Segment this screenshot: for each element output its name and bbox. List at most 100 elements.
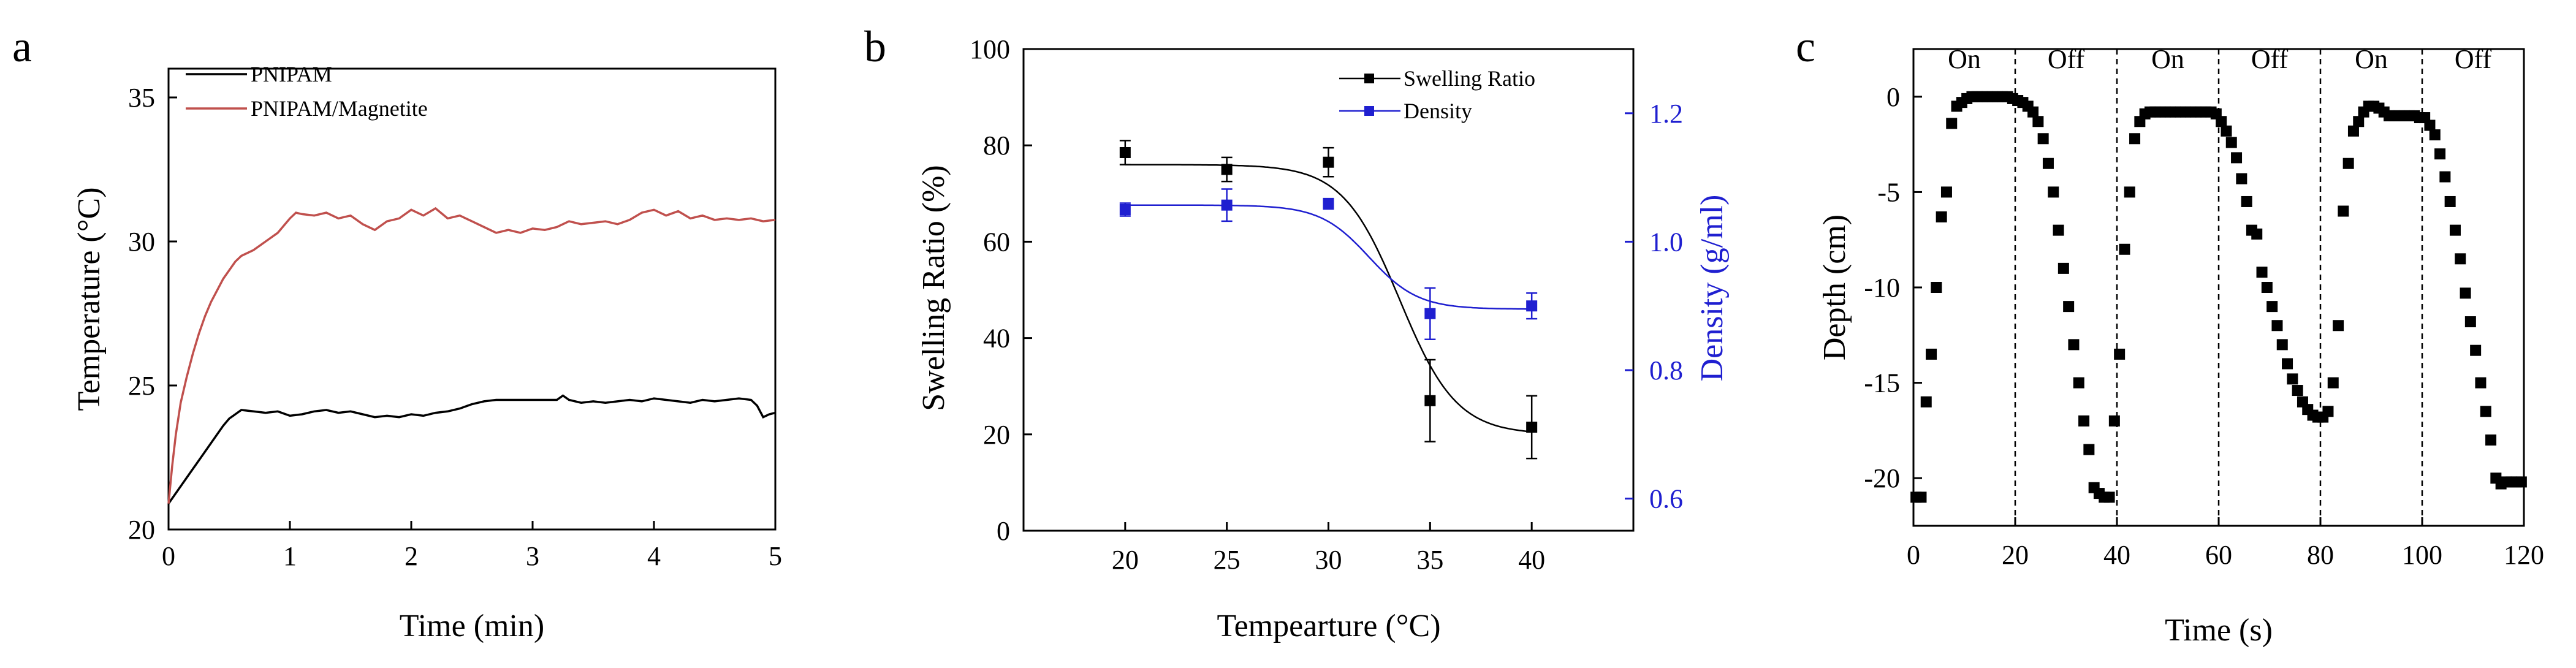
data-point-depth (2322, 406, 2334, 417)
data-point-depth (2236, 173, 2247, 184)
x-tick-label-c: 100 (2402, 540, 2442, 570)
y-tick-label-c: -10 (1864, 273, 1900, 303)
data-point-depth (2282, 358, 2293, 370)
data-point-depth (2424, 120, 2436, 131)
data-point-depth (1926, 348, 1937, 360)
fit-curve-swelling-ratio (1125, 164, 1532, 433)
data-point-swelling-ratio (1526, 422, 1538, 433)
data-point-depth (2464, 316, 2476, 328)
data-point-depth (2083, 444, 2095, 455)
data-point-depth (1936, 211, 1947, 222)
y2-tick-label-b: 0.6 (1649, 484, 1683, 514)
x-tick-label-c: 80 (2307, 540, 2334, 570)
data-point-depth (2042, 158, 2054, 169)
data-point-depth (2256, 267, 2268, 278)
data-point-density (1323, 198, 1334, 210)
phase-label-on: On (2151, 44, 2184, 74)
data-point-depth (2103, 492, 2115, 503)
data-point-depth (2057, 262, 2069, 274)
x-tick-label-a: 1 (283, 541, 297, 571)
data-point-depth (2353, 116, 2365, 127)
data-point-depth (2333, 320, 2344, 332)
data-point-depth (2114, 348, 2126, 360)
legend-label-a: PNIPAM/Magnetite (251, 96, 428, 121)
data-point-depth (2470, 344, 2482, 356)
data-point-density (1119, 204, 1131, 215)
y-tick-label-a: 20 (128, 515, 155, 545)
x-tick-label-b: 40 (1518, 545, 1545, 575)
panel-b: b 20 25 30 35 40 0 20 40 60 80 100 0.6 0.8 1.0 1.2 T… (864, 22, 1730, 643)
data-point-depth (2241, 195, 2252, 207)
data-point-depth (2292, 385, 2303, 397)
data-point-depth (2444, 195, 2456, 207)
data-point-swelling-ratio (1424, 395, 1436, 406)
phase-label-on: On (1948, 44, 1981, 74)
data-point-depth (2063, 301, 2075, 313)
data-point-depth (2439, 171, 2451, 183)
x-tick-label-c: 20 (2002, 540, 2029, 570)
data-point-depth (2347, 125, 2359, 137)
data-point-depth (2129, 133, 2141, 145)
data-point-depth (2124, 186, 2135, 198)
x-tick-label-a: 0 (162, 541, 175, 571)
x-axis-label-a: Time (min) (400, 609, 544, 643)
data-point-depth (2225, 137, 2237, 148)
data-point-depth (2287, 373, 2298, 385)
x-tick-label-c: 0 (1907, 540, 1920, 570)
data-point-depth (2251, 228, 2263, 240)
x-tick-label-a: 4 (647, 541, 661, 571)
x-tick-label-b: 25 (1214, 545, 1241, 575)
plot-frame-a (167, 67, 777, 531)
legend-label-b: Swelling Ratio (1404, 66, 1535, 91)
data-point-depth (2078, 415, 2090, 427)
series-line-pnipam-magnetite (167, 207, 776, 504)
data-point-depth (2032, 116, 2044, 127)
phase-label-off: Off (2251, 44, 2289, 74)
phase-label-off: Off (2048, 44, 2085, 74)
data-point-depth (2271, 320, 2283, 332)
x-axis-label-c: Time (s) (2165, 613, 2273, 648)
data-point-swelling-ratio (1221, 164, 1233, 175)
x-tick-label-b: 35 (1416, 545, 1443, 575)
data-point-depth (1915, 492, 1927, 503)
x-axis-label-b: Tempearture (°C) (1217, 609, 1440, 643)
y-axis-label-a: Temperature (°C) (72, 187, 107, 411)
data-point-depth (2221, 125, 2232, 137)
panel-label-a: a (12, 22, 32, 71)
x-tick-label-b: 30 (1315, 545, 1342, 575)
x-tick-label-c: 40 (2103, 540, 2130, 570)
x-tick-label-a: 5 (769, 541, 782, 571)
y-tick-label-b: 0 (997, 516, 1010, 546)
x-tick-label-c: 120 (2504, 540, 2544, 570)
panel-label-b: b (864, 22, 886, 71)
y-tick-label-b: 100 (970, 34, 1010, 64)
y-tick-label-c: -5 (1877, 177, 1900, 207)
data-point-depth (2338, 205, 2349, 217)
data-point-depth (2037, 133, 2049, 145)
data-point-depth (1940, 186, 1952, 198)
plot-frame-b (1022, 48, 1635, 532)
y-tick-label-b: 40 (983, 324, 1010, 354)
data-point-swelling-ratio (1323, 156, 1334, 168)
x-tick-label-b: 20 (1112, 545, 1139, 575)
legend-label-a: PNIPAM (251, 62, 332, 86)
phase-label-on: On (2355, 44, 2388, 74)
fit-curve-density (1125, 204, 1532, 310)
data-point-depth (2108, 415, 2120, 427)
y-tick-label-c: 0 (1886, 82, 1900, 112)
y-tick-label-b: 80 (983, 131, 1010, 161)
data-point-depth (2515, 476, 2527, 488)
data-point-depth (2261, 282, 2273, 293)
y2-axis-label-b: Density (g/ml) (1695, 195, 1730, 382)
legend-marker-b (1364, 74, 1374, 83)
data-point-depth (2480, 406, 2491, 417)
y2-tick-label-b: 1.2 (1649, 99, 1683, 129)
x-tick-label-c: 60 (2205, 540, 2232, 570)
data-point-depth (2449, 224, 2461, 236)
legend-marker-b (1364, 106, 1374, 116)
data-point-density (1526, 300, 1538, 312)
phase-label-off: Off (2455, 44, 2492, 74)
x-tick-label-a: 3 (526, 541, 539, 571)
y-tick-label-a: 25 (128, 371, 155, 401)
